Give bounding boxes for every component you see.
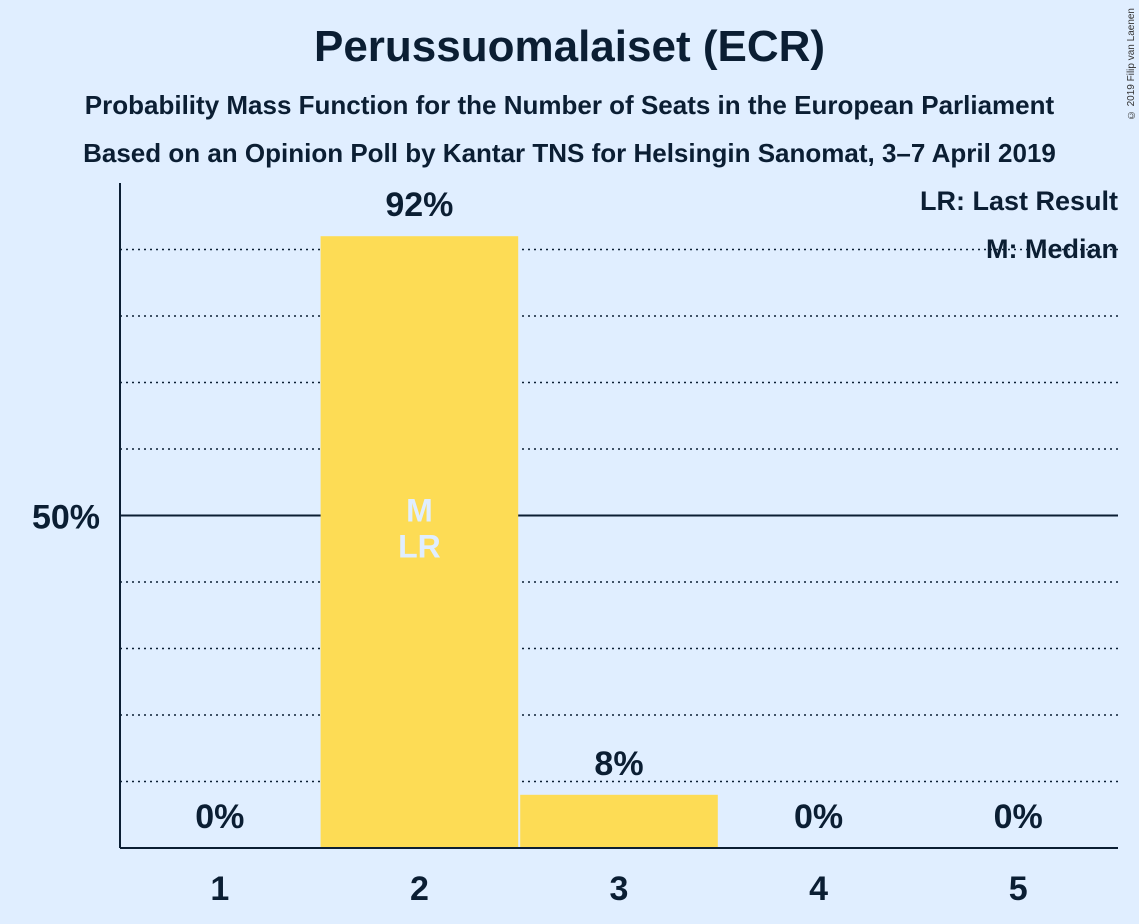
legend-median: M: Median [986, 234, 1118, 264]
value-label: 0% [195, 798, 244, 836]
chart-title: Perussuomalaiset (ECR) [313, 22, 826, 71]
axes: 50% 1 2 3 4 5 [32, 183, 1118, 908]
bars [320, 236, 718, 848]
x-tick-label: 3 [610, 870, 629, 908]
value-label: 92% [385, 186, 453, 224]
chart-subtitle: Probability Mass Function for the Number… [84, 90, 1055, 120]
x-tick-label: 5 [1009, 870, 1028, 908]
legend-last-result: LR: Last Result [920, 186, 1118, 216]
bar-marker: M [406, 493, 433, 529]
value-label: 8% [594, 745, 643, 783]
bar-seats-3 [520, 794, 718, 848]
gridlines [120, 248, 1118, 783]
x-tick-label: 2 [410, 870, 429, 908]
bar-seats-2 [320, 236, 519, 848]
value-label: 0% [794, 798, 843, 836]
legend: LR: Last Result M: Median [920, 186, 1118, 264]
x-tick-label: 1 [210, 870, 229, 908]
chart-source: Based on an Opinion Poll by Kantar TNS f… [83, 138, 1056, 168]
x-tick-label: 4 [809, 870, 828, 908]
y-tick-label: 50% [32, 499, 100, 537]
labels: 0% 92% MLR 8% 0% 0% [195, 186, 1043, 836]
value-label: 0% [994, 798, 1043, 836]
bar-marker: LR [398, 529, 441, 565]
